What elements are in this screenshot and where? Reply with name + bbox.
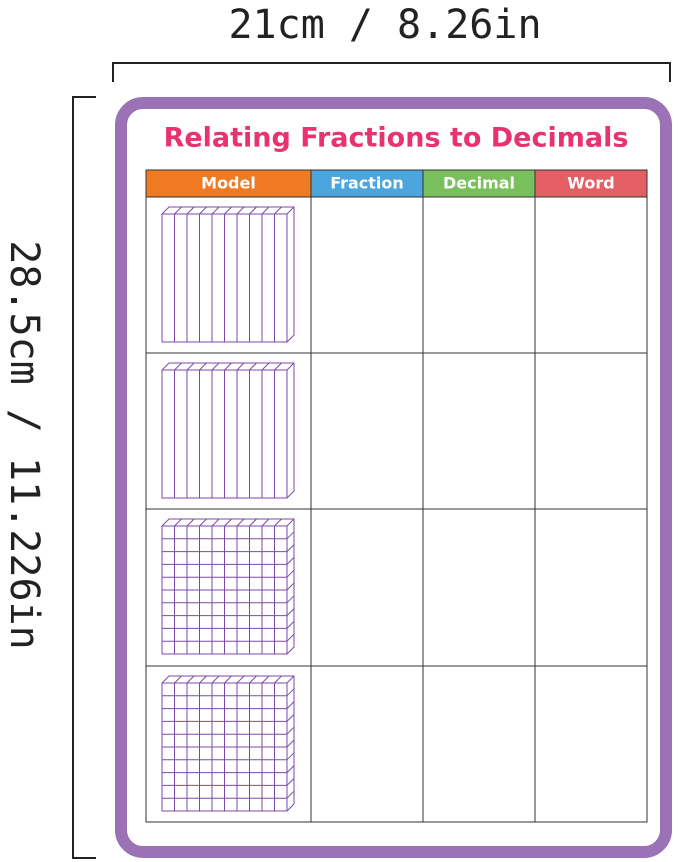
model-top bbox=[199, 362, 207, 371]
model-top bbox=[261, 206, 270, 215]
header-text: Model bbox=[201, 174, 256, 193]
model-top bbox=[174, 362, 182, 371]
model-side bbox=[286, 714, 295, 722]
height-bracket bbox=[72, 96, 96, 859]
model-side bbox=[286, 633, 295, 642]
model-top bbox=[236, 518, 245, 527]
model-drawing bbox=[161, 206, 295, 343]
model-top bbox=[186, 206, 195, 215]
model-top bbox=[249, 362, 257, 371]
model-side bbox=[286, 544, 295, 552]
model-top bbox=[274, 206, 282, 215]
model-top bbox=[186, 675, 195, 684]
model-top bbox=[174, 518, 182, 527]
header-text: Word bbox=[567, 174, 614, 193]
model-side bbox=[286, 582, 295, 591]
model-top bbox=[211, 206, 220, 215]
model-top bbox=[261, 675, 270, 684]
model-top bbox=[199, 206, 207, 215]
model-side bbox=[286, 778, 295, 786]
model-outline bbox=[161, 206, 295, 343]
width-label: 21cm / 8.26in bbox=[228, 2, 541, 48]
model-top bbox=[186, 518, 195, 527]
height-label: 28.5cm / 11.226in bbox=[1, 240, 47, 649]
header-text: Fraction bbox=[330, 174, 404, 193]
model-top bbox=[261, 518, 270, 527]
model-side bbox=[286, 595, 295, 604]
header-cell bbox=[146, 170, 311, 197]
model-side bbox=[286, 726, 295, 735]
model-side bbox=[286, 608, 295, 616]
board bbox=[115, 97, 672, 858]
model-top bbox=[249, 675, 257, 684]
header-cell bbox=[423, 170, 535, 197]
model-top bbox=[211, 362, 220, 371]
model-top bbox=[211, 675, 220, 684]
model-top bbox=[249, 206, 257, 215]
model-outline bbox=[161, 518, 295, 655]
model-side bbox=[286, 752, 295, 761]
model-side bbox=[286, 688, 295, 697]
model-side bbox=[286, 739, 295, 748]
model-top bbox=[224, 362, 232, 371]
model-top bbox=[199, 518, 207, 527]
model-top bbox=[174, 206, 182, 215]
model-top bbox=[236, 362, 245, 371]
model-top bbox=[249, 518, 257, 527]
model-top bbox=[274, 362, 282, 371]
model-top bbox=[236, 675, 245, 684]
model-top bbox=[211, 518, 220, 527]
model-side bbox=[286, 569, 295, 578]
width-bracket bbox=[112, 62, 671, 82]
model-drawing bbox=[161, 675, 295, 812]
model-top bbox=[261, 362, 270, 371]
model-top bbox=[224, 675, 232, 684]
model-side bbox=[286, 790, 295, 799]
model-top bbox=[186, 362, 195, 371]
model-top bbox=[236, 206, 245, 215]
header-cell bbox=[311, 170, 423, 197]
model-side bbox=[286, 531, 295, 540]
model-side bbox=[286, 621, 295, 629]
model-top bbox=[174, 675, 182, 684]
model-outline bbox=[161, 675, 295, 812]
table: Model Fraction Decimal Word bbox=[145, 169, 648, 823]
model-outline bbox=[161, 362, 295, 499]
model-drawing bbox=[161, 518, 295, 655]
model-top bbox=[199, 675, 207, 684]
model-side bbox=[286, 701, 295, 709]
model-top bbox=[274, 518, 282, 527]
model-drawing bbox=[161, 362, 295, 499]
table-border bbox=[145, 169, 648, 823]
model-top bbox=[224, 206, 232, 215]
header-cell bbox=[535, 170, 647, 197]
model-top bbox=[274, 675, 282, 684]
model-side bbox=[286, 557, 295, 565]
board-title: Relating Fractions to Decimals bbox=[164, 123, 629, 154]
header-text: Decimal bbox=[443, 174, 515, 193]
model-top bbox=[224, 518, 232, 527]
model-side bbox=[286, 765, 295, 773]
